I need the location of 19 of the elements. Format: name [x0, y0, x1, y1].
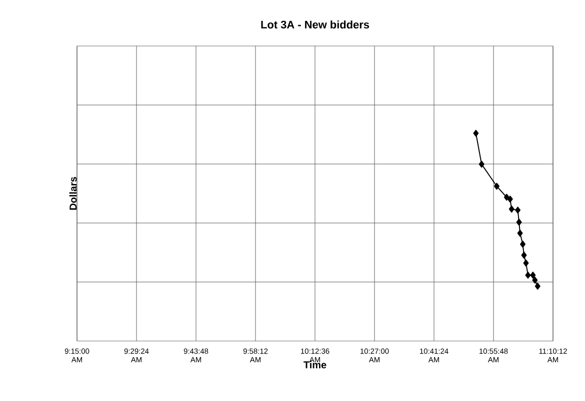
point — [494, 182, 500, 190]
point — [521, 252, 527, 259]
point — [520, 240, 526, 248]
chart-title: Lot 3A - New bidders — [261, 20, 370, 28]
point — [534, 282, 540, 290]
point — [504, 194, 510, 201]
point — [525, 272, 531, 279]
point — [532, 276, 538, 284]
y-axis-title: Dollars — [69, 177, 77, 210]
x-axis-title: Time — [304, 361, 326, 368]
point — [523, 260, 529, 267]
point — [508, 206, 514, 213]
point — [515, 206, 521, 214]
point — [473, 130, 479, 137]
point — [516, 218, 522, 226]
point — [530, 272, 536, 279]
point — [517, 230, 523, 237]
point — [478, 160, 484, 168]
point — [507, 196, 513, 203]
